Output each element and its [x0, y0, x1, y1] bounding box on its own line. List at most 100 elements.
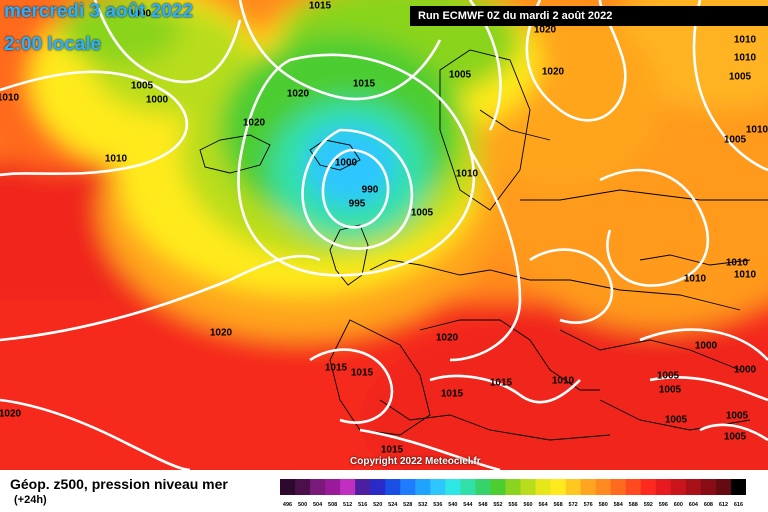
isobar-label: 1020	[210, 328, 233, 339]
color-scale	[280, 479, 746, 495]
scale-swatch	[550, 479, 567, 495]
isobar-label: 1015	[309, 1, 332, 12]
isobar-label: 1005	[449, 70, 472, 81]
isobar-label: 1005	[665, 415, 688, 426]
scale-swatch	[700, 479, 717, 495]
isobar-label: 1005	[131, 81, 154, 92]
isobar-label: 1010	[0, 93, 20, 104]
scale-swatch	[565, 479, 582, 495]
scale-swatch	[610, 479, 627, 495]
isobar-label: 1000	[146, 95, 169, 106]
scale-swatch	[280, 479, 296, 495]
z500-color-field	[0, 0, 768, 470]
scale-value-label: 544	[463, 502, 473, 508]
scale-swatch	[385, 479, 401, 495]
scale-value-label: 552	[493, 502, 502, 508]
scale-value-label: 572	[569, 502, 578, 508]
scale-value-label: 616	[734, 502, 743, 508]
copyright-text: Copyright 2022 Meteociel.fr	[350, 456, 481, 467]
scale-swatch	[655, 479, 672, 495]
isobar-label: 1015	[381, 445, 404, 456]
scale-value-label: 556	[508, 502, 517, 508]
scale-value-label: 512	[343, 502, 352, 508]
isobar-label: 1000	[335, 158, 358, 169]
isobar-label: 1005	[659, 385, 682, 396]
isobar-label: 1015	[351, 368, 374, 379]
isobar-label: 1005	[726, 411, 749, 422]
scale-value-label: 548	[478, 502, 487, 508]
scale-swatch	[355, 479, 371, 495]
scale-swatch	[460, 479, 476, 495]
isobar-label: 1005	[729, 72, 752, 83]
isobar-label: 1010	[105, 154, 128, 165]
scale-value-label: 600	[674, 502, 683, 508]
scale-value-label: 560	[523, 502, 532, 508]
scale-value-label: 508	[328, 502, 337, 508]
scale-swatch	[505, 479, 522, 495]
scale-value-label: 588	[629, 502, 638, 508]
isobar-label: 1015	[353, 79, 376, 90]
scale-swatch	[670, 479, 687, 495]
scale-swatch	[595, 479, 612, 495]
scale-value-label: 584	[614, 502, 624, 508]
forecast-time: 2:00 locale	[4, 34, 102, 55]
isobar-label: 1020	[436, 333, 459, 344]
isobar-label: 1000	[129, 9, 152, 20]
isobar-label: 1010	[734, 53, 757, 64]
scale-value-label: 528	[403, 502, 412, 508]
scale-swatch	[475, 479, 491, 495]
isobar-label: 1020	[0, 409, 22, 420]
isobar-label: 1015	[441, 389, 464, 400]
scale-value-label: 516	[358, 502, 367, 508]
isobar-label: 1005	[724, 135, 747, 146]
color-scale-labels: 496 500 504 508 512 516 520 524 528 532 536 540 544 5…	[283, 502, 743, 508]
forecast-date: mercredi 3 août 2022	[4, 1, 194, 22]
scale-value-label: 576	[584, 502, 593, 508]
isobar-label: 1005	[724, 432, 747, 443]
scale-swatch	[715, 479, 732, 495]
scale-swatch	[730, 479, 746, 495]
isobar-label: 1005	[411, 208, 434, 219]
scale-value-label: 564	[538, 502, 548, 508]
scale-value-label: 496	[283, 502, 292, 508]
scale-value-label: 500	[298, 502, 307, 508]
model-run-label: Run ECMWF 0Z du mardi 2 août 2022	[410, 6, 768, 26]
scale-swatch	[430, 479, 446, 495]
isobar-label: 1000	[734, 365, 757, 376]
isobar-label: 1015	[325, 363, 348, 374]
scale-value-label: 532	[418, 502, 427, 508]
legend-subtitle: (+24h)	[14, 494, 47, 506]
scale-value-label: 536	[433, 502, 442, 508]
scale-value-label: 540	[448, 502, 457, 508]
scale-swatch	[415, 479, 431, 495]
isobar-label: 1010	[456, 169, 479, 180]
scale-swatch	[685, 479, 702, 495]
weather-map: 1015100010201010101010051005100010151005…	[0, 0, 768, 470]
scale-swatch	[445, 479, 461, 495]
scale-swatch	[295, 479, 311, 495]
scale-swatch	[580, 479, 597, 495]
scale-value-label: 604	[689, 502, 699, 508]
scale-swatch	[640, 479, 657, 495]
isobar-label: 990	[362, 185, 379, 196]
isobar-label: 1010	[734, 35, 757, 46]
isobar-label: 1020	[542, 67, 565, 78]
scale-swatch	[400, 479, 416, 495]
scale-swatch	[325, 479, 341, 495]
isobar-label: 1020	[287, 89, 310, 100]
scale-swatch	[490, 479, 506, 495]
isobar-lines	[0, 0, 768, 470]
scale-value-label: 592	[644, 502, 653, 508]
isobar-label: 1015	[490, 378, 513, 389]
scale-swatch	[370, 479, 386, 495]
isobar-label: 1010	[726, 258, 749, 269]
scale-value-label: 608	[704, 502, 713, 508]
isobar-label: 1020	[534, 25, 557, 36]
scale-value-label: 580	[599, 502, 608, 508]
scale-value-label: 612	[719, 502, 728, 508]
scale-swatch	[625, 479, 642, 495]
isobar-labels: 1015100010201010101010051005100010151005…	[0, 1, 768, 456]
isobar-label: 995	[349, 199, 366, 210]
isobar-label: 1010	[734, 270, 757, 281]
scale-value-label: 524	[388, 502, 398, 508]
